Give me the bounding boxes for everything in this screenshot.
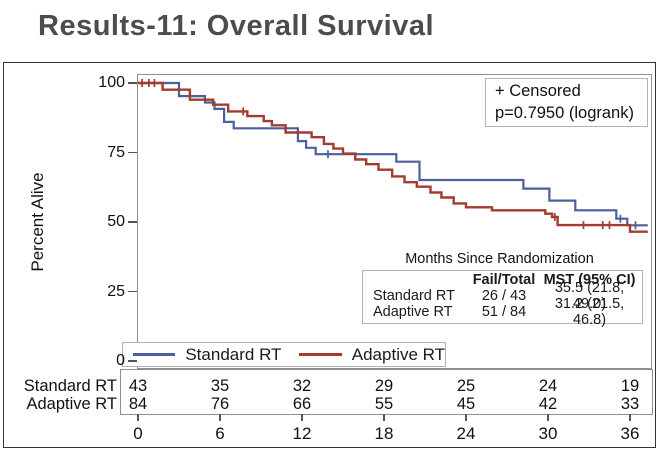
p-value-label: p=0.7950 (logrank) [495,104,634,122]
x-tick-mark [547,414,549,421]
at-risk-count: 55 [374,395,394,413]
at-risk-count: 42 [538,395,558,413]
slide-title: Results-11: Overall Survival [38,10,435,42]
stats-mst: 35.5 (21.8, 49.0) [554,280,625,312]
x-tick-label: 18 [374,424,394,443]
at-risk-table [120,369,653,415]
at-risk-count: 25 [456,377,476,395]
at-risk-count: 24 [538,377,558,395]
at-risk-count: 35 [210,377,230,395]
at-risk-count: 76 [210,395,230,413]
at-risk-count: 19 [620,377,640,395]
stats-fail-total: 51 / 84 [481,304,527,320]
x-tick-label: 30 [538,424,558,443]
x-tick-label: 0 [133,424,143,443]
y-axis-label: Percent Alive [28,172,47,272]
stats-mst: 31.2 (21.5, 46.8) [554,296,625,328]
y-tick-label: 0 [116,352,125,369]
stats-row-label: Adaptive RT [373,304,453,320]
stats-header-mst: MST (95% CI) [543,272,636,288]
x-tick-mark [383,414,385,421]
x-axis-title: Months Since Randomization [405,251,594,267]
at-risk-row-label-standard-rt: Standard RT [23,377,117,395]
x-tick-label: 36 [620,424,640,443]
x-tick-mark [465,414,467,421]
y-tick-label: 50 [107,213,125,230]
at-risk-count: 32 [292,377,312,395]
y-tick-mark [128,151,137,154]
at-risk-row-label-adaptive-rt: Adaptive RT [26,395,118,413]
legend-label-standard-rt: Standard RT [185,344,282,364]
legend-box: Standard RT Adaptive RT [122,342,446,367]
legend-label-adaptive-rt: Adaptive RT [351,344,445,364]
censored-legend-label: + Censored [495,82,581,100]
y-tick-mark [128,82,137,84]
x-tick-mark [629,414,631,421]
censored-annotation-box: + Censored p=0.7950 (logrank) [485,78,648,127]
legend-line-standard-rt-icon [133,353,176,356]
y-tick-label: 25 [107,282,125,300]
x-tick-label: 6 [215,424,225,443]
at-risk-count: 84 [128,395,148,413]
at-risk-count: 66 [292,395,312,413]
at-risk-count: 33 [620,395,640,413]
y-tick-mark [128,360,137,362]
y-tick-label: 75 [107,143,125,161]
y-tick-label: 100 [98,74,125,91]
stats-row-label: Standard RT [373,288,455,304]
x-tick-label: 12 [292,424,312,443]
y-tick-mark [128,221,137,223]
legend-line-adaptive-rt-icon [299,353,342,356]
y-tick-mark [128,290,137,293]
at-risk-count: 45 [456,395,476,413]
x-tick-mark [137,414,139,421]
x-tick-label: 24 [456,424,476,443]
x-tick-mark [219,414,221,421]
at-risk-count: 29 [374,377,394,395]
stats-fail-total: 26 / 43 [481,288,527,304]
at-risk-count: 43 [128,377,148,395]
stats-header-fail-total: Fail/Total [472,272,536,288]
stats-table: Fail/Total MST (95% CI) Standard RT 26 /… [362,270,643,328]
x-tick-mark [301,414,303,421]
